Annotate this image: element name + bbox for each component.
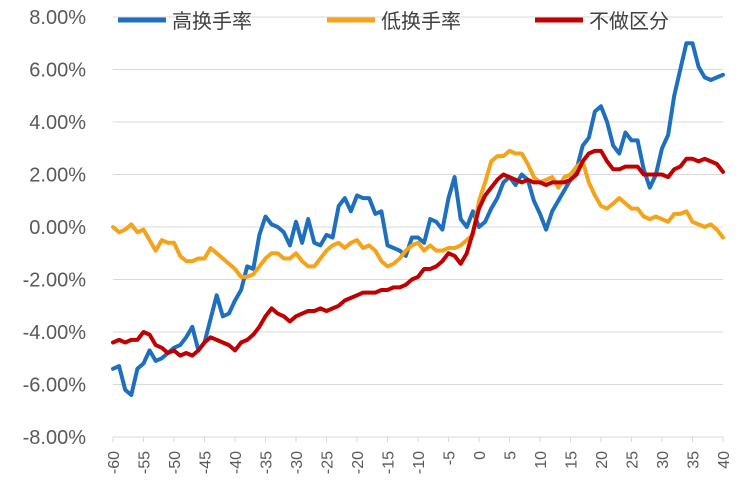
legend-label-low-turnover: 低换手率 (381, 9, 461, 33)
legend-item-low-turnover: 低换手率 (327, 9, 461, 33)
y-tick-label: -8.00% (23, 427, 87, 449)
x-tick-label: 20 (594, 451, 611, 469)
x-tick-label: -25 (320, 451, 337, 474)
x-tick-label: -30 (289, 451, 306, 474)
x-tick-label: -15 (381, 451, 398, 474)
legend-label-high-turnover: 高换手率 (172, 9, 252, 33)
x-tick-label: -10 (411, 451, 428, 474)
x-tick-label: 15 (564, 451, 581, 469)
x-axis: -60 -55 -50 -45 -40 -35 -30 -25 -20 -15 -10 -5 0 5 10 1… (106, 437, 733, 474)
x-tick-label: 40 (716, 451, 733, 469)
legend-item-no-distinction: 不做区分 (535, 9, 669, 33)
legend: 高换手率 低换手率 不做区分 (118, 9, 669, 33)
legend-item-high-turnover: 高换手率 (118, 9, 252, 33)
series-line-low-turnover (111, 148, 725, 279)
x-tick-label: -50 (167, 451, 184, 474)
x-tick-label: 30 (655, 451, 672, 469)
x-tick-label: 10 (533, 451, 550, 469)
series-line-high-turnover (111, 41, 725, 397)
gridlines (113, 16, 723, 438)
x-tick-label: 25 (625, 451, 642, 469)
legend-label-no-distinction: 不做区分 (589, 9, 669, 33)
y-tick-label: 8.00% (29, 7, 86, 29)
y-tick-label: 4.00% (29, 112, 86, 134)
x-tick-label: 35 (686, 451, 703, 469)
y-tick-label: 2.00% (29, 165, 86, 187)
y-tick-label: 0.00% (29, 217, 86, 239)
series-line-no-distinction (111, 148, 725, 358)
series-lines (111, 41, 725, 397)
y-tick-label: 6.00% (29, 60, 86, 82)
y-tick-label: -6.00% (23, 375, 87, 397)
y-axis: 8.00% 6.00% 4.00% 2.00% 0.00% -2.00% -4.00% -6.… (23, 7, 87, 449)
x-tick-label: 5 (503, 451, 520, 460)
y-tick-label: -4.00% (23, 322, 87, 344)
x-tick-label: -45 (198, 451, 215, 474)
x-tick-label: -60 (106, 451, 123, 474)
x-tick-label: -20 (350, 451, 367, 474)
x-tick-label: 0 (472, 451, 489, 460)
x-tick-label: -55 (137, 451, 154, 474)
x-tick-label: -35 (259, 451, 276, 474)
x-tick-label: -5 (442, 451, 459, 465)
y-tick-label: -2.00% (23, 270, 87, 292)
x-tick-label: -40 (228, 451, 245, 474)
